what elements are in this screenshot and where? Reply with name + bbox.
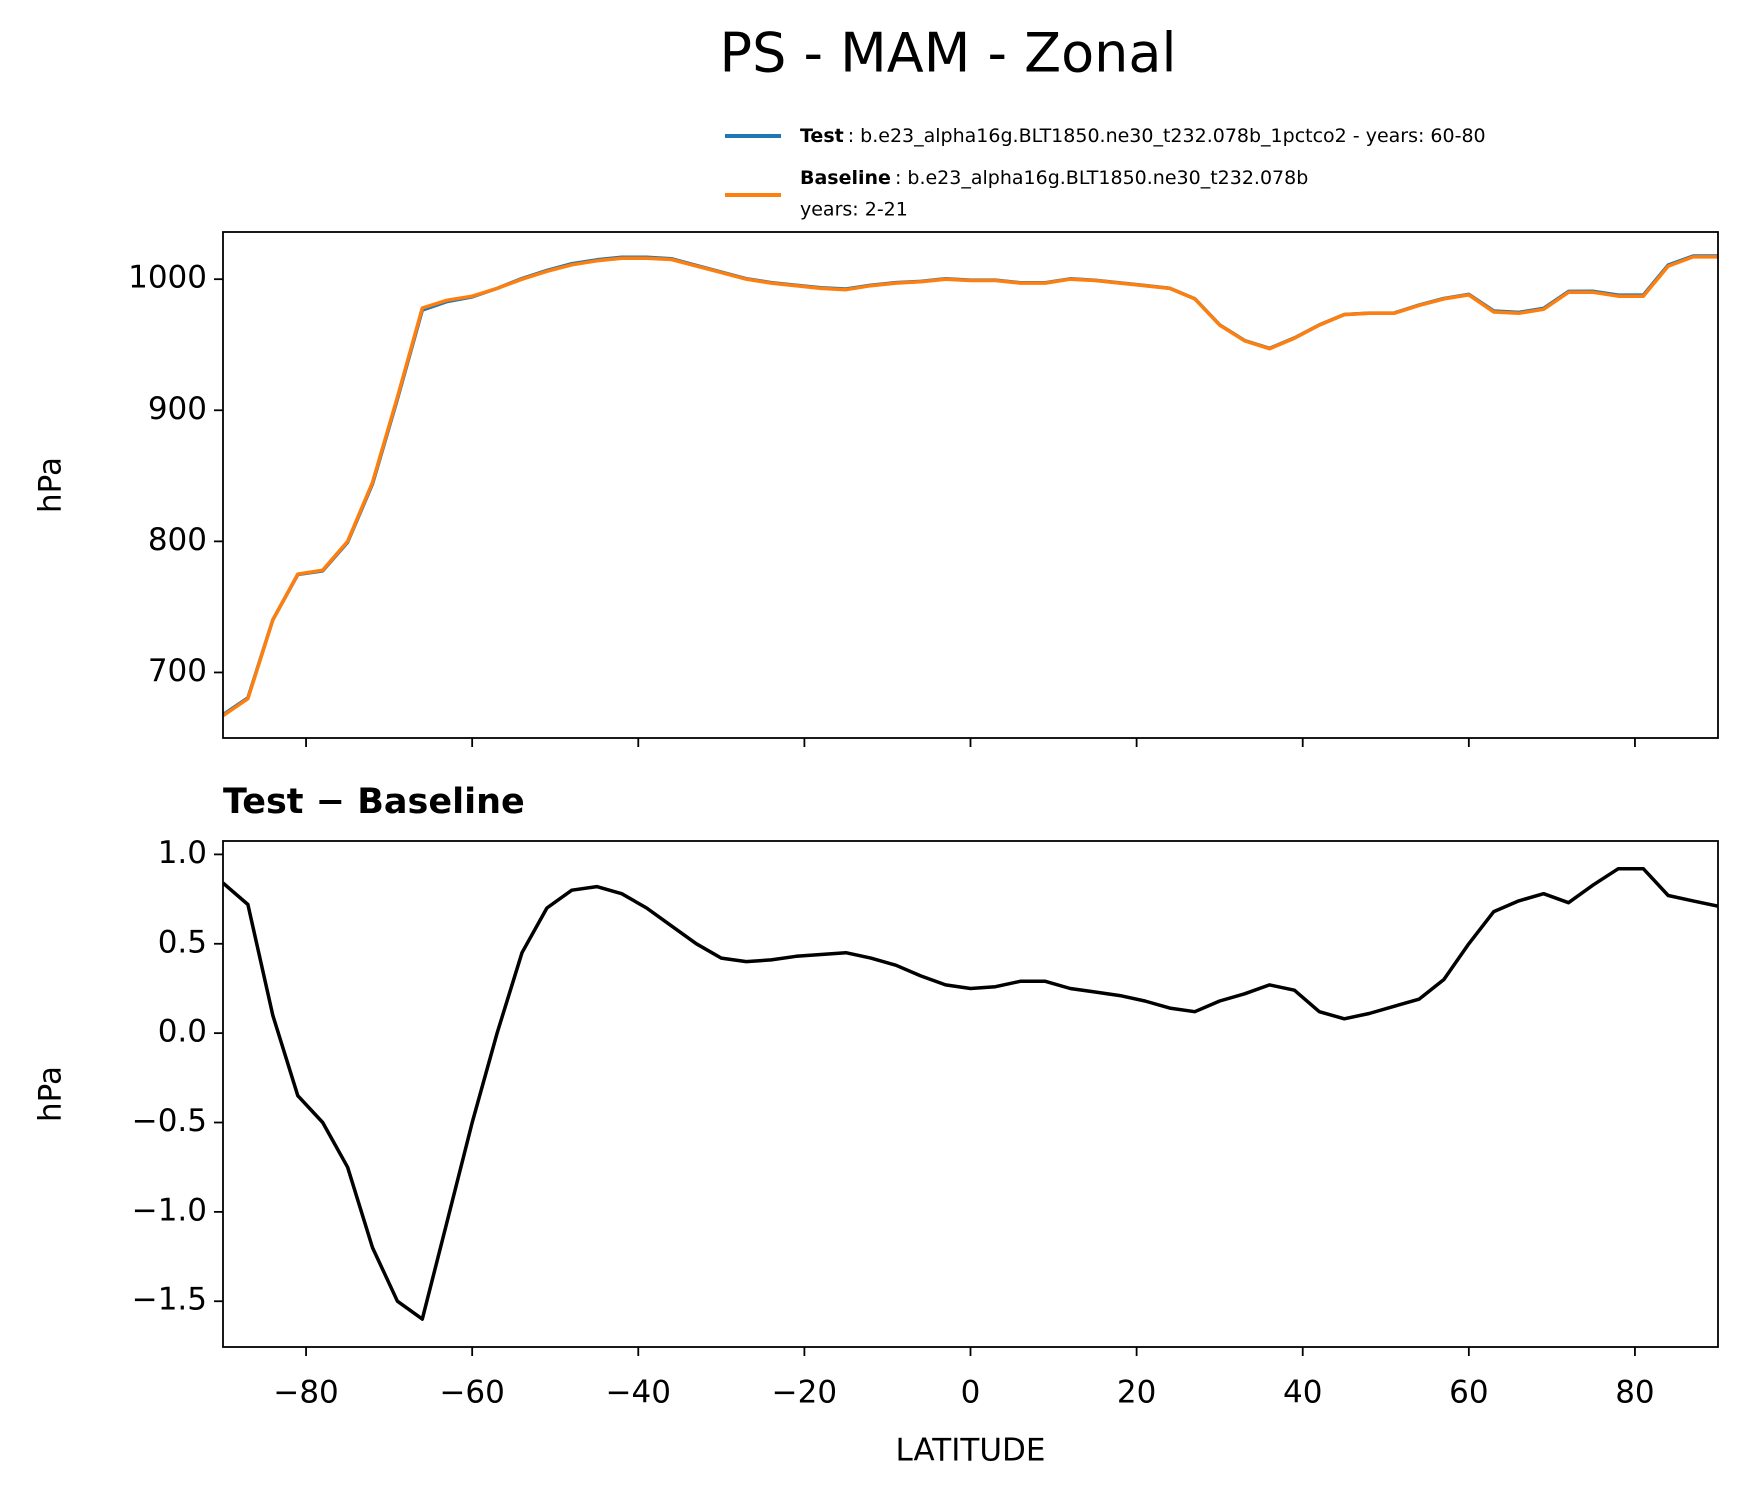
figure-title: PS - MAM - Zonal	[720, 22, 1177, 85]
legend-entry: Test: b.e23_alpha16g.BLT1850.ne30_t232.0…	[800, 125, 1486, 147]
axes-frame	[222, 840, 1719, 1348]
legend-name: Baseline	[800, 167, 891, 189]
y-tick-label: −1.0	[132, 1192, 207, 1228]
y-tick-label: −1.5	[132, 1282, 207, 1318]
x-tick-label: 0	[961, 1375, 981, 1411]
x-tick-label: −20	[772, 1375, 837, 1411]
legend-name: Test	[800, 125, 844, 147]
legend-description: years: 2-21	[800, 199, 908, 221]
y-tick-label: 1.0	[158, 835, 207, 871]
data-line	[223, 255, 1718, 718]
x-tick-label: 80	[1615, 1375, 1654, 1411]
y-tick-label: −0.5	[132, 1103, 207, 1139]
y-tick-label: 0.0	[158, 1014, 207, 1050]
x-tick-label: 20	[1117, 1375, 1156, 1411]
x-tick-label: −80	[273, 1375, 338, 1411]
x-tick-label: −60	[439, 1375, 504, 1411]
legend-entry: Baseline: b.e23_alpha16g.BLT1850.ne30_t2…	[800, 167, 1308, 189]
x-tick-label: −40	[606, 1375, 671, 1411]
y-tick-label: 700	[148, 653, 207, 689]
y-axis-label: hPa	[33, 1066, 69, 1122]
data-line	[223, 866, 1718, 1321]
legend-description: : b.e23_alpha16g.BLT1850.ne30_t232.078b	[895, 167, 1308, 189]
x-axis-label: LATITUDE	[896, 1433, 1046, 1469]
y-tick-label: 0.5	[158, 924, 207, 960]
data-line	[223, 254, 1718, 717]
y-tick-label: 800	[148, 522, 207, 558]
x-tick-label: 40	[1283, 1375, 1322, 1411]
x-tick-label: 60	[1449, 1375, 1488, 1411]
plot-area	[223, 254, 1718, 718]
plot-area	[223, 866, 1718, 1321]
y-tick-label: 1000	[128, 260, 207, 296]
axes-frame	[222, 231, 1719, 739]
axes-title: Test − Baseline	[223, 782, 525, 822]
y-axis-label: hPa	[33, 457, 69, 513]
y-tick-label: 900	[148, 391, 207, 427]
legend-description: : b.e23_alpha16g.BLT1850.ne30_t232.078b_…	[848, 125, 1486, 147]
